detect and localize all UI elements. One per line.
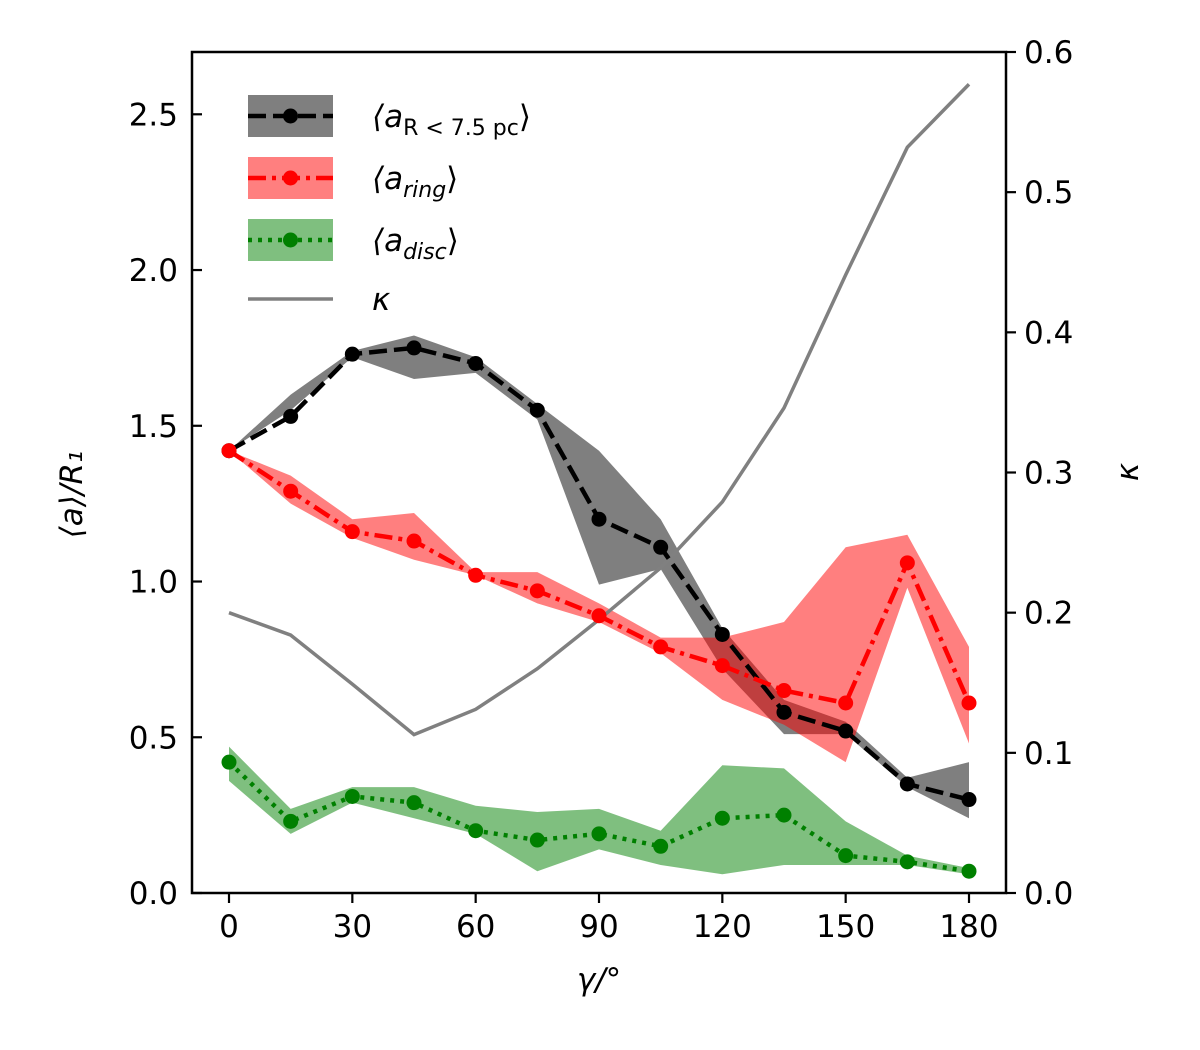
y-axis-label: ⟨a⟩/R₁ <box>54 451 90 539</box>
y-right-tick-label-0: 0.0 <box>1024 876 1073 912</box>
uncertainty-bands <box>229 335 969 875</box>
a-disc-point-15 <box>283 813 299 829</box>
y-tick-label-2.5: 2.5 <box>129 97 178 133</box>
a-ring-point-135 <box>776 683 792 699</box>
a-r75pc-point-90 <box>591 511 607 527</box>
a-disc-point-180 <box>961 863 977 879</box>
y-right-tick-label-0.1: 0.1 <box>1024 736 1073 772</box>
x-tick-label-120: 120 <box>693 909 752 945</box>
a-disc-point-105 <box>653 838 669 854</box>
y-tick-label-0.5: 0.5 <box>129 720 178 756</box>
y-tick-label-1: 1.0 <box>129 565 178 601</box>
a-r75pc-point-15 <box>283 408 299 424</box>
y-right-tick-label-0.5: 0.5 <box>1024 175 1073 211</box>
x-tick-label-180: 180 <box>939 909 998 945</box>
a-ring-point-60 <box>468 567 484 583</box>
a-r75pc-point-135 <box>776 704 792 720</box>
a-disc-point-150 <box>838 848 854 864</box>
y-right-axis-label: κ <box>1110 462 1146 481</box>
a-ring-point-0 <box>221 443 237 459</box>
legend-a-r75pc-marker <box>283 108 298 124</box>
legend-a-disc-marker <box>283 232 298 248</box>
legend-a-r75pc-label: ⟨aR < 7.5 pc⟩ <box>372 99 531 141</box>
a-ring-point-45 <box>406 533 422 549</box>
a-ring-point-165 <box>899 555 915 571</box>
a-disc-point-30 <box>344 788 360 804</box>
legend: ⟨aR < 7.5 pc⟩ ⟨aring⟩ ⟨adisc⟩ κ <box>248 95 531 318</box>
x-tick-label-0: 0 <box>219 909 239 945</box>
a-r75pc-point-120 <box>714 626 730 642</box>
a-ring-point-150 <box>838 695 854 711</box>
a-r75pc-point-60 <box>468 355 484 371</box>
a-r75pc-point-150 <box>838 723 854 739</box>
legend-a-disc-label: ⟨adisc⟩ <box>372 223 459 265</box>
y-tick-label-2: 2.0 <box>129 253 178 289</box>
a-disc-point-0 <box>221 754 237 770</box>
y-right-tick-label-0.6: 0.6 <box>1024 35 1073 71</box>
a-disc-point-60 <box>468 823 484 839</box>
a-ring-point-105 <box>653 639 669 655</box>
a-ring-point-120 <box>714 658 730 674</box>
x-tick-label-30: 30 <box>333 909 372 945</box>
a-disc-point-75 <box>529 832 545 848</box>
x-tick-label-150: 150 <box>816 909 875 945</box>
a-disc-point-120 <box>714 810 730 826</box>
a-disc-point-90 <box>591 826 607 842</box>
a-disc-point-135 <box>776 807 792 823</box>
legend-a-ring-label: ⟨aring⟩ <box>372 161 458 203</box>
legend-kappa-label: κ <box>372 282 391 318</box>
a-r75pc-point-30 <box>344 346 360 362</box>
series-markers <box>221 340 977 879</box>
x-tick-label-60: 60 <box>456 909 495 945</box>
a-ring-point-90 <box>591 608 607 624</box>
a-r75pc-point-105 <box>653 539 669 555</box>
x-tick-label-90: 90 <box>579 909 618 945</box>
a-r75pc-point-180 <box>961 792 977 808</box>
a-r75pc-point-165 <box>899 776 915 792</box>
a-ring-point-15 <box>283 483 299 499</box>
a-ring-point-75 <box>529 583 545 599</box>
a-disc-point-45 <box>406 795 422 811</box>
a-ring-point-180 <box>961 695 977 711</box>
axes: 0 30 60 90 120 150 180 0.0 0.5 1.0 1.5 2.0 2.5 0.0 0.1… <box>54 35 1146 998</box>
a-disc-point-165 <box>899 854 915 870</box>
y-right-tick-label-0.3: 0.3 <box>1024 456 1073 492</box>
a-r75pc-band <box>229 335 969 819</box>
x-axis-label: γ/° <box>577 962 621 998</box>
y-right-tick-label-0.2: 0.2 <box>1024 596 1073 632</box>
a-disc-band <box>229 746 969 875</box>
y-right-tick-label-0.4: 0.4 <box>1024 315 1073 351</box>
y-tick-label-1.5: 1.5 <box>129 409 178 445</box>
a-r75pc-point-45 <box>406 340 422 356</box>
y-tick-label-0: 0.0 <box>129 876 178 912</box>
a-r75pc-point-75 <box>529 402 545 418</box>
legend-a-ring-marker <box>283 170 298 186</box>
a-ring-point-30 <box>344 524 360 540</box>
